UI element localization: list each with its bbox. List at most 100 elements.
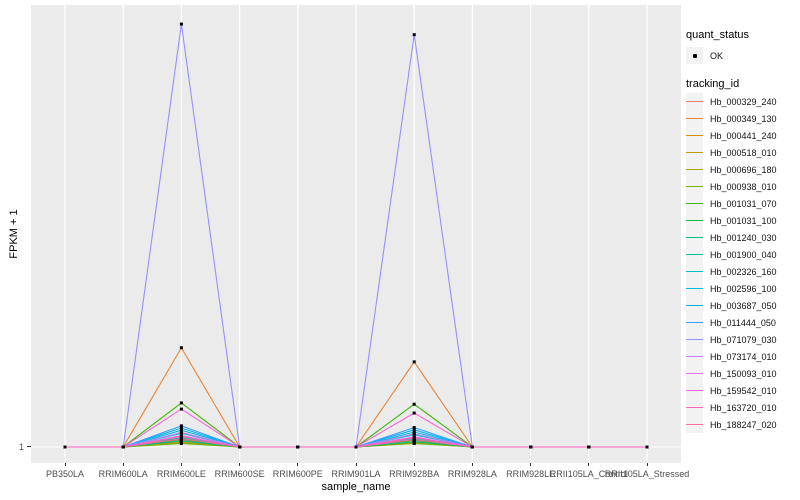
x-tick-mark	[64, 463, 66, 466]
square-point-icon	[692, 53, 697, 58]
data-point	[412, 428, 416, 432]
legend-item: Hb_000329_240	[686, 93, 798, 110]
data-point	[412, 436, 416, 440]
data-point	[412, 411, 416, 415]
x-axis: PB350LA RRIM600LA RRIM600LE RRIM600SE RRIM60…	[31, 463, 689, 489]
line-swatch-icon	[686, 168, 703, 170]
legend-key-line-swatch	[686, 331, 703, 348]
legend-key-line-swatch	[686, 195, 703, 212]
line-swatch-icon	[686, 202, 703, 204]
legend-key-line-swatch	[686, 93, 703, 110]
legend-item: Hb_002596_100	[686, 280, 798, 297]
data-point	[412, 360, 416, 364]
legend-item-label: Hb_000938_010	[710, 181, 777, 192]
legend-item-label: Hb_073174_010	[710, 351, 777, 362]
data-point	[63, 445, 67, 449]
legend-item-label: Hb_150093_010	[710, 368, 777, 379]
line-swatch-icon	[686, 100, 703, 102]
legend-item-label: Hb_163720_010	[710, 402, 777, 413]
legend-item-ok: OK	[686, 47, 798, 64]
legend-item: Hb_000938_010	[686, 178, 798, 195]
y-tick-mark	[27, 446, 31, 447]
legend-item: Hb_001240_030	[686, 229, 798, 246]
line-swatch-icon	[686, 134, 703, 136]
x-tick-mark	[122, 463, 124, 466]
legend-item-label: Hb_000441_240	[710, 130, 777, 141]
x-tick-label: RRIM901LA	[331, 469, 381, 479]
x-tick-mark	[297, 463, 299, 466]
legend-item-label: Hb_188247_020	[710, 419, 777, 430]
data-point	[121, 445, 125, 449]
legend-item: Hb_073174_010	[686, 348, 798, 365]
x-tick-label: RRIM928LA	[447, 469, 497, 479]
legend-item: Hb_000441_240	[686, 127, 798, 144]
x-tick-label: RRIM600LE	[156, 469, 206, 479]
data-point	[179, 22, 183, 26]
data-point	[354, 445, 358, 449]
legend-key-line-swatch	[686, 314, 703, 331]
legend-item: Hb_003687_050	[686, 297, 798, 314]
legend-item-label: Hb_000518_010	[710, 147, 777, 158]
data-point	[179, 437, 183, 441]
line-swatch-icon	[686, 321, 703, 323]
data-point	[179, 401, 183, 405]
legend-item: Hb_071079_030	[686, 331, 798, 348]
x-tick-label: PB350LA	[45, 469, 85, 479]
x-tick-mark	[471, 463, 473, 466]
legend-item: Hb_000696_180	[686, 161, 798, 178]
line-swatch-icon	[686, 270, 703, 272]
legend-key-line-swatch	[686, 229, 703, 246]
legend-item: Hb_163720_010	[686, 399, 798, 416]
legend-item-label: Hb_002596_100	[710, 283, 777, 294]
legend-title-tracking-id: tracking_id	[686, 78, 740, 90]
x-tick-label: RRIM600PE	[272, 469, 323, 479]
legend-item-label: Hb_071079_030	[710, 334, 777, 345]
data-point	[179, 407, 183, 411]
data-point	[179, 428, 183, 432]
line-swatch-icon	[686, 219, 703, 221]
legend-item-label: Hb_000696_180	[710, 164, 777, 175]
data-point	[179, 424, 183, 428]
line-swatch-icon	[686, 287, 703, 289]
x-tick-mark	[646, 463, 648, 466]
data-point	[412, 440, 416, 444]
y-tick-label: 1	[18, 442, 24, 452]
legend-item: Hb_011444_050	[686, 314, 798, 331]
legend-item-label: Hb_000349_130	[710, 113, 777, 124]
data-point	[412, 430, 416, 434]
legend-key-line-swatch	[686, 212, 703, 229]
x-tick-mark	[355, 463, 357, 466]
legend-item-label: Hb_002326_160	[710, 266, 777, 277]
x-tick-mark	[180, 463, 182, 466]
x-tick-label: RRII105LA_Control	[549, 469, 628, 479]
legend-item: Hb_001031_070	[686, 195, 798, 212]
line-swatch-icon	[686, 151, 703, 153]
line-swatch-icon	[686, 236, 703, 238]
data-point	[529, 445, 533, 449]
legend-item: Hb_150093_010	[686, 365, 798, 382]
x-tick-mark	[588, 463, 590, 466]
plot-panel	[31, 5, 681, 463]
legend-item-label: OK	[710, 50, 724, 61]
legend-item: Hb_188247_020	[686, 416, 798, 433]
data-point	[645, 445, 649, 449]
data-point	[179, 441, 183, 445]
line-swatch-icon	[686, 117, 703, 119]
legend-item-label: Hb_001900_040	[710, 249, 777, 260]
data-point	[238, 445, 242, 449]
x-axis-title: sample_name	[321, 481, 391, 493]
x-tick-label: RRIM600LA	[98, 469, 148, 479]
legend-item-label: Hb_001031_070	[710, 198, 777, 209]
legend-key-line-swatch	[686, 365, 703, 382]
legend-item: Hb_000518_010	[686, 144, 798, 161]
data-point	[587, 445, 591, 449]
data-point	[412, 33, 416, 37]
legend-item-label: Hb_003687_050	[710, 300, 777, 311]
line-swatch-icon	[686, 406, 703, 408]
y-axis-title: FPKM + 1	[8, 209, 20, 259]
legend-key-line-swatch	[686, 127, 703, 144]
data-point	[412, 438, 416, 442]
x-tick-label: RRII105LA_Stressed	[604, 469, 690, 479]
data-point	[179, 430, 183, 434]
legend-item: Hb_001031_100	[686, 212, 798, 229]
